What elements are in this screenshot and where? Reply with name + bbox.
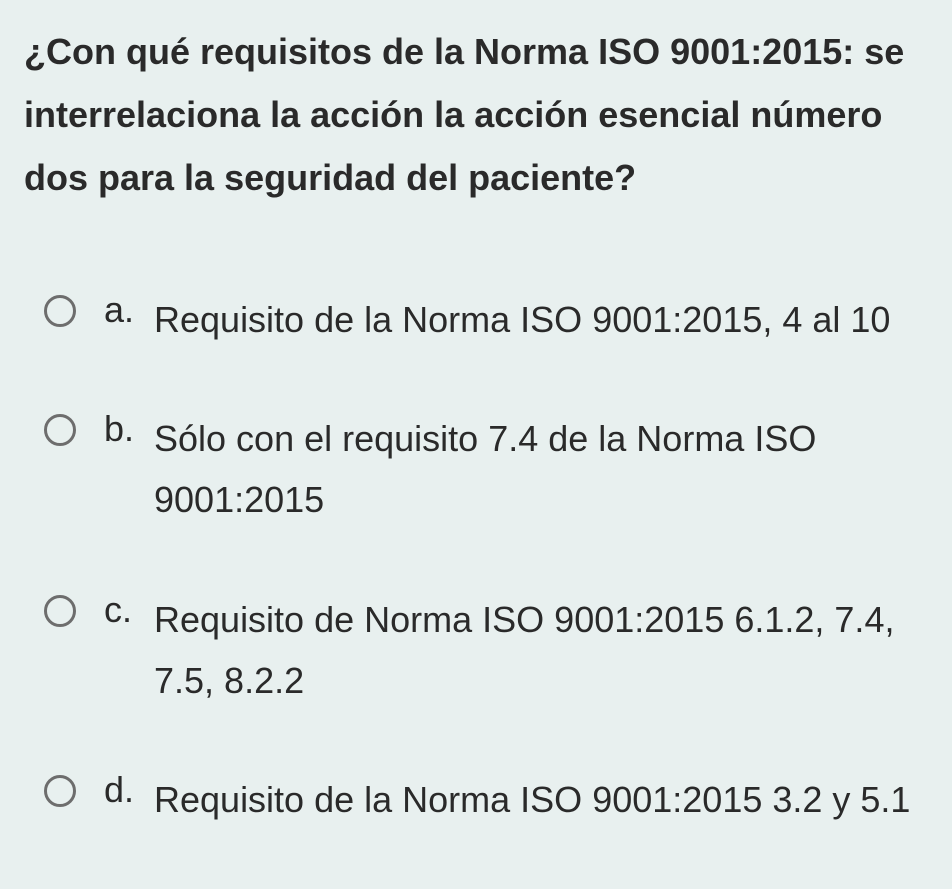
option-letter-a: a. [104,289,154,331]
option-text-d: Requisito de la Norma ISO 9001:2015 3.2 … [154,769,928,830]
option-letter-d: d. [104,769,154,811]
option-letter-b: b. [104,408,154,450]
radio-wrap-b [44,408,76,446]
radio-c[interactable] [44,595,76,627]
option-letter-c: c. [104,589,154,631]
option-text-b: Sólo con el requisito 7.4 de la Norma IS… [154,408,928,530]
question-text: ¿Con qué requisitos de la Norma ISO 9001… [24,20,928,209]
radio-b[interactable] [44,414,76,446]
radio-d[interactable] [44,775,76,807]
radio-wrap-a [44,289,76,327]
option-a[interactable]: a. Requisito de la Norma ISO 9001:2015, … [24,289,928,350]
option-b[interactable]: b. Sólo con el requisito 7.4 de la Norma… [24,408,928,530]
options-list: a. Requisito de la Norma ISO 9001:2015, … [24,289,928,830]
radio-wrap-c [44,589,76,627]
radio-wrap-d [44,769,76,807]
option-c[interactable]: c. Requisito de Norma ISO 9001:2015 6.1.… [24,589,928,711]
option-text-a: Requisito de la Norma ISO 9001:2015, 4 a… [154,289,928,350]
option-d[interactable]: d. Requisito de la Norma ISO 9001:2015 3… [24,769,928,830]
radio-a[interactable] [44,295,76,327]
option-text-c: Requisito de Norma ISO 9001:2015 6.1.2, … [154,589,928,711]
